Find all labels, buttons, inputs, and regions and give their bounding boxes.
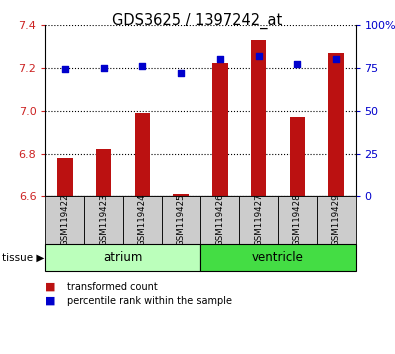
Bar: [135, 113, 150, 196]
Point: [333, 56, 339, 62]
Bar: [57, 158, 73, 196]
Text: GSM119427: GSM119427: [254, 193, 263, 246]
Text: percentile rank within the sample: percentile rank within the sample: [67, 296, 232, 306]
Bar: [290, 117, 305, 196]
Bar: [45, 244, 200, 271]
Text: transformed count: transformed count: [67, 282, 158, 292]
Bar: [123, 196, 162, 244]
Text: GSM119426: GSM119426: [215, 193, 224, 246]
Text: ■: ■: [45, 296, 56, 306]
Bar: [96, 149, 111, 196]
Bar: [328, 53, 344, 196]
Bar: [201, 196, 239, 244]
Point: [256, 53, 262, 58]
Bar: [84, 196, 123, 244]
Bar: [201, 244, 356, 271]
Point: [139, 63, 145, 69]
Point: [217, 56, 223, 62]
Point: [178, 70, 184, 76]
Text: ■: ■: [45, 282, 56, 292]
Text: tissue ▶: tissue ▶: [2, 252, 44, 263]
Text: ventricle: ventricle: [252, 251, 304, 264]
Bar: [278, 196, 317, 244]
Text: GSM119428: GSM119428: [293, 193, 302, 246]
Text: GDS3625 / 1397242_at: GDS3625 / 1397242_at: [112, 12, 283, 29]
Bar: [251, 40, 266, 196]
Text: GSM119423: GSM119423: [99, 193, 108, 246]
Point: [100, 65, 107, 70]
Point: [62, 67, 68, 72]
Bar: [45, 196, 84, 244]
Text: GSM119422: GSM119422: [60, 193, 69, 246]
Bar: [317, 196, 356, 244]
Text: atrium: atrium: [103, 251, 143, 264]
Bar: [212, 63, 228, 196]
Bar: [239, 196, 278, 244]
Bar: [173, 194, 189, 196]
Text: GSM119424: GSM119424: [138, 193, 147, 246]
Text: GSM119429: GSM119429: [332, 193, 340, 246]
Point: [294, 62, 301, 67]
Text: GSM119425: GSM119425: [177, 193, 186, 246]
Bar: [162, 196, 201, 244]
